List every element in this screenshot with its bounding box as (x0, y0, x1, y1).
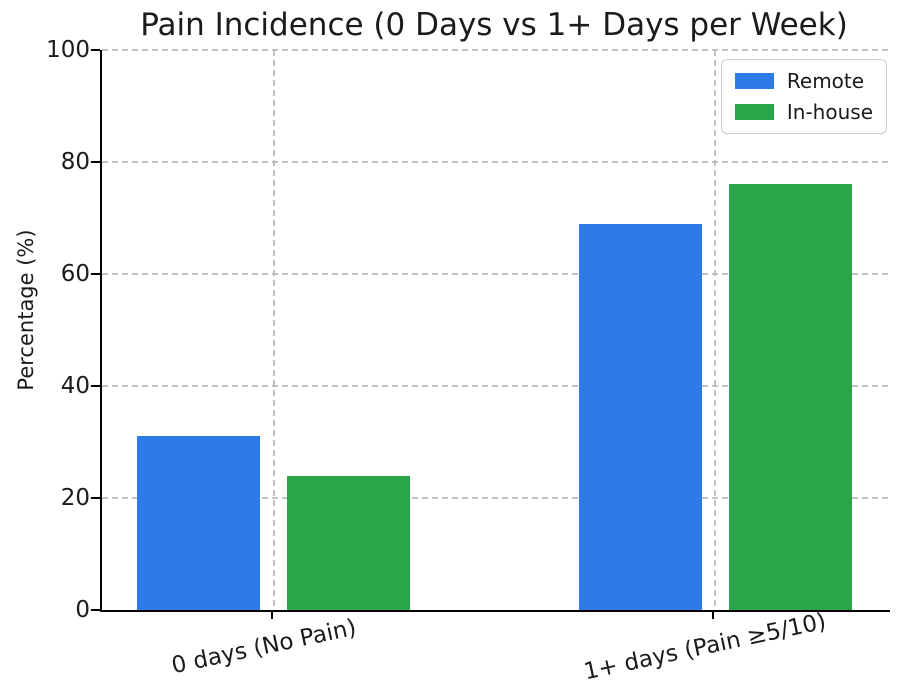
x-tick-label-0: 0 days (No Pain) (169, 614, 359, 680)
y-tick-label-20: 20 (60, 485, 90, 511)
x-tick-mark-0 (270, 610, 273, 619)
y-gridline-80 (102, 161, 890, 163)
x-gridline-1 (714, 50, 717, 610)
y-tick-label-0: 0 (75, 597, 90, 623)
y-axis-label: Percentage (%) (14, 229, 38, 391)
chart-title: Pain Incidence (0 Days vs 1+ Days per We… (140, 7, 848, 43)
bar-remote-1 (578, 223, 702, 610)
y-tick-mark-80 (91, 161, 100, 163)
bar-remote-0 (137, 436, 261, 610)
plot-area (100, 49, 890, 612)
y-gridline-60 (102, 273, 890, 275)
y-tick-label-80: 80 (60, 149, 90, 175)
legend-swatch-in-house (734, 104, 774, 120)
y-gridline-20 (102, 497, 890, 499)
y-gridline-40 (102, 385, 890, 387)
x-gridline-0 (272, 50, 275, 610)
y-tick-mark-0 (91, 609, 100, 611)
y-tick-mark-40 (91, 385, 100, 387)
legend-item-remote: Remote (734, 69, 873, 93)
y-tick-mark-20 (91, 497, 100, 499)
legend-item-in-house: In-house (734, 100, 873, 124)
legend-label-in-house: In-house (786, 100, 873, 124)
legend-label-remote: Remote (786, 69, 865, 93)
x-tick-label-1: 1+ days (Pain ≥5/10) (581, 608, 829, 686)
y-tick-label-40: 40 (60, 373, 90, 399)
y-tick-mark-60 (91, 273, 100, 275)
y-tick-label-100: 100 (46, 37, 90, 63)
y-gridline-100 (102, 49, 890, 51)
bar-in-house-1 (728, 184, 852, 610)
bar-in-house-0 (287, 475, 411, 610)
y-tick-mark-100 (91, 49, 100, 51)
legend: Remote In-house (720, 59, 887, 134)
x-tick-mark-1 (712, 610, 715, 619)
legend-swatch-remote (734, 73, 774, 89)
y-tick-label-60: 60 (60, 261, 90, 287)
